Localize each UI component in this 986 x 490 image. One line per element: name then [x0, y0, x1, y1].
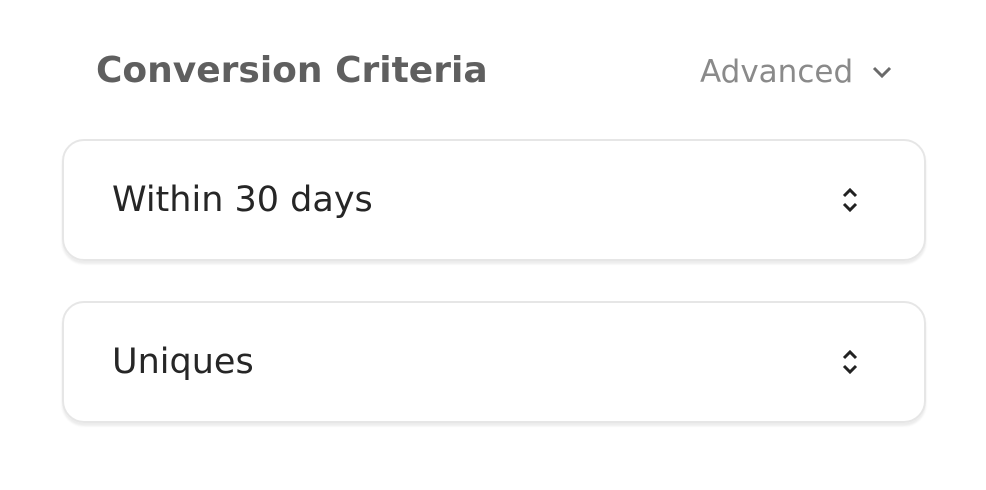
chevron-down-icon	[873, 66, 892, 79]
section-title: Conversion Criteria	[96, 50, 488, 91]
select-value: Uniques	[112, 342, 254, 382]
up-down-chevron-icon	[842, 187, 858, 213]
count-type-select[interactable]: Uniques	[62, 301, 926, 423]
select-value: Within 30 days	[112, 180, 373, 220]
advanced-toggle[interactable]: Advanced	[700, 54, 893, 90]
time-window-select[interactable]: Within 30 days	[62, 139, 926, 261]
advanced-label: Advanced	[700, 54, 854, 90]
up-down-chevron-icon	[842, 349, 858, 375]
